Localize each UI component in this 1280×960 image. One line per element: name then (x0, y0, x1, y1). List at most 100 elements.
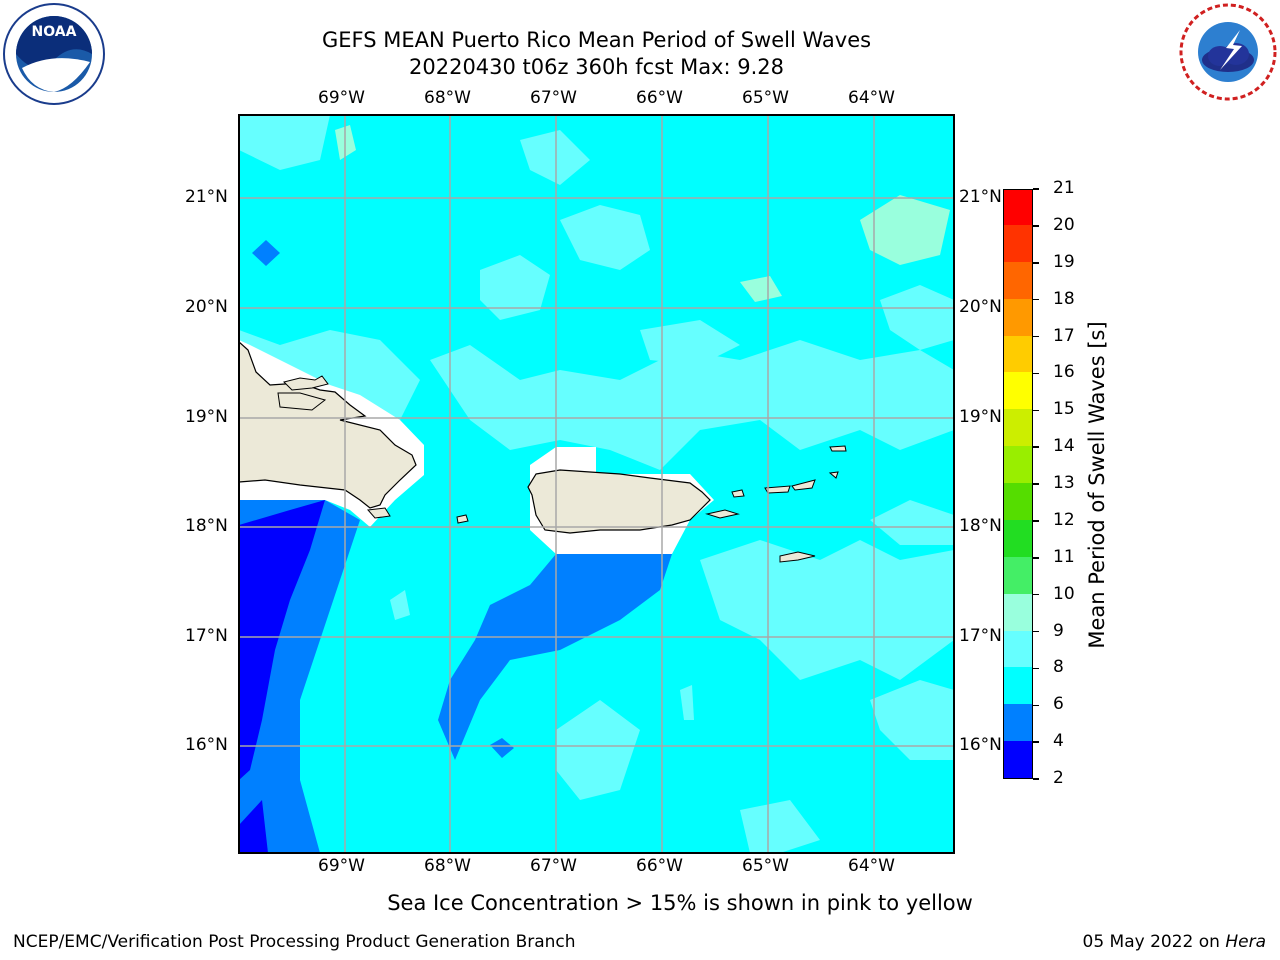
colorbar-tick-label: 17 (1053, 325, 1075, 346)
colorbar-cell (1004, 519, 1032, 557)
lat-label-left: 18°N (185, 516, 228, 536)
colorbar-cell (1004, 445, 1032, 483)
map-subtitle: 20220430 t06z 360h fcst Max: 9.28 (409, 55, 784, 79)
colorbar (1003, 189, 1033, 779)
colorbar-tick-label: 11 (1053, 546, 1075, 567)
lat-label-left: 17°N (185, 626, 228, 646)
colorbar-tick-label: 14 (1053, 436, 1075, 457)
colorbar-tick (1033, 520, 1039, 522)
lat-label-left: 16°N (185, 735, 228, 755)
colorbar-tick-label: 15 (1053, 399, 1075, 420)
lon-label-bottom: 64°W (848, 856, 895, 876)
footer-host: Hera (1225, 932, 1266, 952)
land-tortola (791, 479, 816, 491)
land-puerto-rico (527, 469, 711, 534)
svg-text:NOAA: NOAA (32, 24, 77, 40)
colorbar-tick (1033, 667, 1039, 670)
colorbar-cell (1004, 335, 1032, 373)
lon-label-bottom: 68°W (424, 856, 471, 876)
lon-label-top: 68°W (424, 88, 471, 108)
lat-label-left: 20°N (185, 297, 228, 317)
land-saona (366, 507, 391, 519)
land-st-croix (779, 551, 816, 563)
nws-logo (1179, 3, 1277, 101)
colorbar-tick-label: 10 (1053, 583, 1075, 604)
colorbar-tick (1033, 335, 1039, 338)
colorbar-cell (1004, 556, 1032, 594)
contour-2-4s (239, 500, 325, 853)
footer-branch: NCEP/EMC/Verification Post Processing Pr… (13, 932, 576, 952)
map-frame (238, 114, 955, 854)
colorbar-cell (1004, 190, 1032, 225)
colorbar-title: Mean Period of Swell Waves [s] (1085, 321, 1109, 649)
lat-label-right: 16°N (959, 735, 1002, 755)
colorbar-ticks: 2 4 6 8 9 10 11 12 13 14 15 16 17 18 19 20 21 (1033, 178, 1093, 788)
land-vieques (705, 509, 740, 519)
colorbar-cell (1004, 224, 1032, 262)
lat-label-left: 21°N (185, 187, 228, 207)
colorbar-tick (1033, 372, 1039, 375)
colorbar-tick-label: 9 (1053, 620, 1064, 641)
colorbar-tick-label: 12 (1053, 509, 1075, 530)
colorbar-tick (1033, 741, 1039, 743)
colorbar-tick-label: 2 (1053, 768, 1064, 788)
colorbar-tick (1033, 630, 1039, 633)
land-mona (456, 514, 469, 524)
colorbar-cell (1004, 371, 1032, 410)
colorbar-tick (1033, 188, 1039, 190)
land-st-thomas (764, 485, 791, 494)
colorbar-tick (1033, 483, 1039, 485)
colorbar-cell (1004, 740, 1032, 778)
colorbar-cell (1004, 482, 1032, 520)
lon-label-top: 67°W (530, 88, 577, 108)
land-anegada (828, 471, 839, 479)
colorbar-tick (1033, 298, 1039, 301)
colorbar-tick-label: 4 (1053, 731, 1064, 752)
land-tortuga (283, 375, 329, 391)
lat-label-right: 17°N (959, 626, 1002, 646)
lon-label-top: 69°W (318, 88, 365, 108)
land-islet (829, 445, 847, 452)
colorbar-cell (1004, 298, 1032, 336)
lon-label-bottom: 65°W (742, 856, 789, 876)
colorbar-tick-label: 19 (1053, 251, 1075, 272)
colorbar-tick-label: 16 (1053, 362, 1075, 383)
colorbar-tick-label: 8 (1053, 657, 1064, 678)
colorbar-tick-label: 21 (1053, 178, 1075, 198)
colorbar-cell (1004, 261, 1032, 299)
colorbar-tick (1033, 704, 1039, 706)
colorbar-cell (1004, 593, 1032, 631)
colorbar-tick (1033, 262, 1039, 264)
lat-label-left: 19°N (185, 407, 228, 427)
lat-label-right: 20°N (959, 297, 1002, 317)
graticule (239, 115, 954, 853)
colorbar-tick (1033, 778, 1039, 780)
colorbar-cell (1004, 408, 1032, 447)
colorbar-tick (1033, 593, 1039, 596)
colorbar-cell (1004, 703, 1032, 742)
lat-label-right: 18°N (959, 516, 1002, 536)
colorbar-cell (1004, 630, 1032, 668)
lon-label-bottom: 69°W (318, 856, 365, 876)
land-gonave (277, 392, 327, 411)
footer-date: 05 May 2022 on Hera (1083, 932, 1267, 952)
colorbar-tick-label: 6 (1053, 694, 1064, 715)
colorbar-tick (1033, 446, 1039, 448)
lat-label-right: 21°N (959, 187, 1002, 207)
lon-label-bottom: 66°W (636, 856, 683, 876)
colorbar-tick (1033, 557, 1039, 559)
colorbar-tick (1033, 225, 1039, 227)
land-culebra (731, 489, 745, 498)
lat-label-right: 19°N (959, 407, 1002, 427)
colorbar-tick-label: 20 (1053, 214, 1075, 235)
lon-label-top: 65°W (742, 88, 789, 108)
lon-label-top: 66°W (636, 88, 683, 108)
sea-ice-note: Sea Ice Concentration > 15% is shown in … (387, 891, 973, 915)
colorbar-tick (1033, 409, 1039, 411)
noaa-logo: NOAA (3, 3, 105, 105)
lon-label-bottom: 67°W (530, 856, 577, 876)
colorbar-tick-label: 13 (1053, 473, 1075, 493)
colorbar-cell (1004, 666, 1032, 705)
colorbar-tick-label: 18 (1053, 288, 1075, 309)
